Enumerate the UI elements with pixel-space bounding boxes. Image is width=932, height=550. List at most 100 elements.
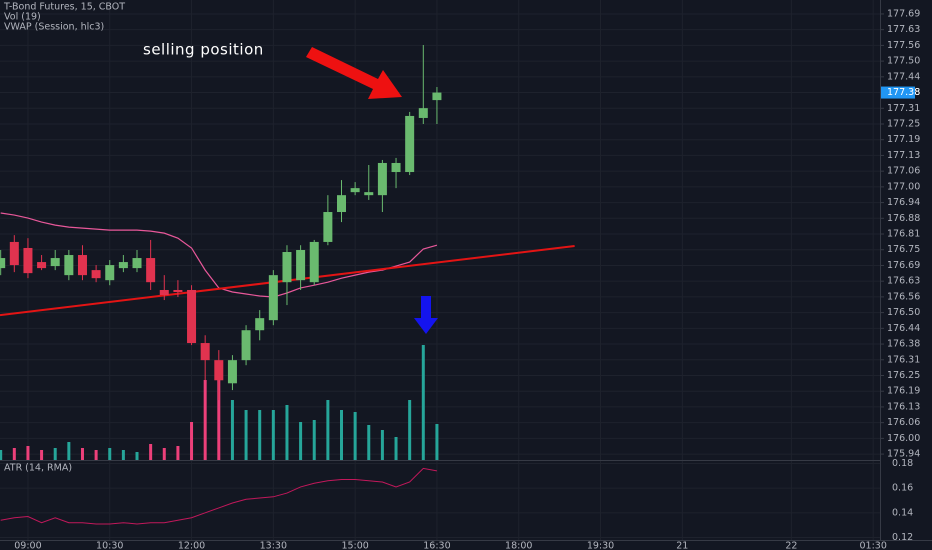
candle-body	[159, 289, 169, 296]
candle-body	[364, 192, 374, 196]
volume-bar	[380, 430, 384, 460]
y-tick-label: 176.06	[887, 417, 920, 428]
candle-body	[323, 212, 333, 242]
volume-bar	[190, 422, 194, 460]
candle-body	[282, 252, 292, 283]
candle-body	[268, 275, 278, 321]
volume-bar	[271, 410, 275, 460]
candle-body	[432, 92, 442, 101]
volume-bar	[340, 410, 344, 460]
last-price-label: 177.38	[887, 87, 920, 98]
volume-bar	[80, 448, 84, 460]
volume-bar	[40, 450, 44, 460]
volume-bar	[353, 412, 357, 460]
y-tick-label: 176.38	[887, 339, 920, 350]
y-tick-label: 176.13	[887, 401, 920, 412]
volume-bar	[312, 420, 316, 460]
x-tick-label: 19:30	[587, 541, 614, 550]
volume-bar	[435, 424, 439, 460]
x-tick-label: 10:30	[96, 541, 123, 550]
volume-bar	[108, 448, 112, 460]
candle-body	[241, 330, 251, 361]
x-tick-label: 09:00	[14, 541, 41, 550]
volume-bar	[203, 380, 207, 460]
x-tick-label: 16:30	[423, 541, 450, 550]
last-price-tag	[881, 86, 915, 99]
candle-body	[105, 265, 115, 281]
red-arrow	[306, 47, 402, 99]
candle-body	[405, 115, 415, 173]
y-tick-label: 176.44	[887, 323, 920, 334]
y-tick-label: 177.69	[887, 8, 920, 19]
x-tick-label: 13:30	[260, 541, 287, 550]
candle-body	[132, 258, 142, 269]
candle-body	[50, 258, 60, 267]
candle-body	[214, 360, 224, 381]
y-tick-label: 175.94	[887, 449, 920, 460]
vwap-legend: VWAP (Session, hlc3)	[4, 22, 104, 33]
volume-bar	[230, 400, 234, 460]
volume-bar	[394, 437, 398, 460]
candle-body	[118, 262, 128, 269]
volume-bar	[326, 400, 330, 460]
y-tick-label: 176.88	[887, 213, 920, 224]
y-tick-label: 177.19	[887, 134, 920, 145]
y-tick-label: 176.19	[887, 386, 920, 397]
x-tick-label: 21	[676, 541, 688, 550]
volume-bar	[135, 452, 139, 460]
candle-body	[377, 162, 387, 196]
volume-bar	[94, 450, 98, 460]
volume-bar	[12, 448, 16, 460]
volume-bar	[285, 405, 289, 460]
axes: 175.94 176.00 176.06 176.13 176.19 176.25 176.…	[14, 8, 920, 550]
y-tick-label: 177.63	[887, 24, 920, 35]
candle-body	[23, 247, 33, 274]
y-tick-label: 177.13	[887, 150, 920, 161]
x-tick-label: 12:00	[178, 541, 205, 550]
y-tick-label: 177.25	[887, 118, 920, 129]
y-tick-label: 176.63	[887, 276, 920, 287]
candle-body	[296, 249, 306, 281]
volume-bar	[162, 448, 166, 460]
candle-body	[64, 255, 74, 276]
blue-arrow	[414, 296, 438, 334]
volume-bar	[244, 410, 248, 460]
symbol-title: T-Bond Futures, 15, CBOT	[3, 2, 125, 13]
volume-bar	[149, 444, 153, 460]
y-tick-label: 176.50	[887, 307, 920, 318]
volume-bar	[176, 446, 180, 460]
y-tick-label: 177.56	[887, 40, 920, 51]
volume-legend: Vol (19)	[4, 12, 41, 23]
candle-body	[37, 262, 47, 269]
atr-tick-label: 0.12	[892, 532, 913, 543]
y-tick-label: 177.06	[887, 166, 920, 177]
volume-bar	[421, 345, 425, 460]
atr-tick-label: 0.16	[892, 483, 913, 494]
y-tick-label: 176.75	[887, 244, 920, 255]
y-tick-label: 176.00	[887, 433, 920, 444]
volume-bar	[0, 450, 3, 460]
x-tick-label: 18:00	[505, 541, 532, 550]
volume-bar	[26, 446, 30, 460]
candle-body	[350, 188, 360, 193]
annotation: selling position	[143, 41, 264, 59]
candle-body	[146, 258, 156, 283]
x-tick-label: 22	[785, 541, 797, 550]
volume-bar	[217, 365, 221, 460]
candle-body	[391, 162, 401, 173]
y-tick-label: 177.00	[887, 181, 920, 192]
volume-bar	[67, 442, 71, 460]
atr-tick-label: 0.14	[892, 507, 913, 518]
candle-body	[255, 318, 265, 331]
y-tick-label: 176.25	[887, 370, 920, 381]
candle-body	[418, 108, 428, 118]
volume-bar	[299, 422, 303, 460]
candle-body	[173, 289, 183, 292]
atr-tick-label: 0.18	[892, 458, 913, 469]
volume-bar	[367, 425, 371, 460]
candle-body	[309, 241, 319, 283]
candle-body	[0, 258, 6, 269]
candle-body	[77, 255, 87, 276]
